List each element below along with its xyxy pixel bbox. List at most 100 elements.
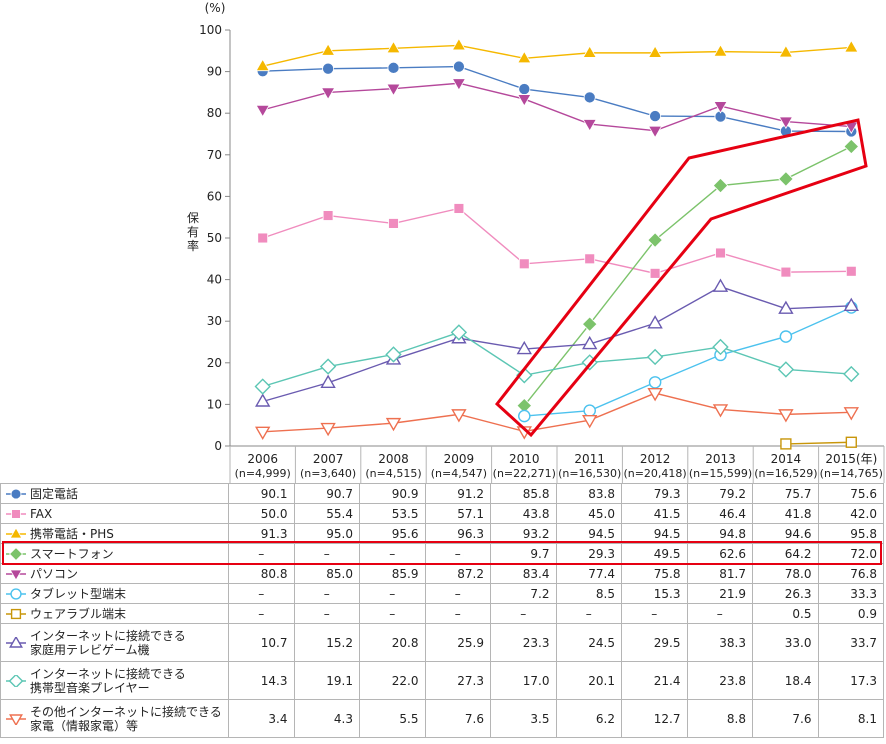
table-row: 携帯電話・PHS 91.3 95.0 95.6 96.3 93.2 94.5 94.5 94.8… [0,523,884,544]
table-cell: – [686,603,753,624]
legend-label: 固定電話 [30,486,79,501]
legend-marker [10,587,22,600]
table-cell: – [424,603,491,624]
x-tick-label-n: (n=16,530) [558,467,621,480]
data-point [647,125,663,139]
table-row: タブレット型端末 – – – –7.2 8.5 15.3 21.9 26.3 33.3 [0,583,884,604]
data-point [778,300,794,314]
series-line [262,207,852,275]
table-cell: – [293,603,360,624]
data-point [518,409,531,423]
table-cell: 17.0 [490,661,557,700]
table-cell: 20.1 [555,661,622,700]
data-point [582,335,598,350]
data-point [713,44,728,57]
table-cell: 15.2 [293,623,360,662]
legend-cell: インターネットに接続できる 携帯型音楽プレイヤー [0,661,229,700]
y-tick-label: 100 [199,23,222,37]
y-axis-label: 保有率 [187,211,199,253]
x-tick-label-year: 2008 [378,452,409,466]
table-cell: 64.2 [752,543,819,564]
data-point [844,39,859,53]
y-tick-label: 60 [207,189,222,203]
data-point [386,40,401,54]
table-cell: 17.3 [817,661,884,700]
data-point [254,378,271,395]
table-cell: 85.9 [359,563,426,584]
x-tick-label-year: 2015(年) [825,452,877,466]
table-cell: 15.3 [621,583,688,604]
table-cell: 3.4 [228,699,295,738]
x-tick-label-n: (n=14,765) [820,467,883,480]
table-cell: 75.8 [621,563,688,584]
table-cell: 21.9 [686,583,753,604]
table-cell: 12.7 [621,699,688,738]
data-point [322,210,334,221]
table-cell: 22.0 [359,661,426,700]
series-line [262,331,852,388]
data-point [388,218,399,229]
table-cell: 57.1 [424,503,491,524]
table-cell: 81.7 [686,563,753,584]
legend-label: インターネットに接続できる 家庭用テレビゲーム機 [30,628,186,657]
legend-marker [9,547,23,560]
legend-marker [9,527,23,538]
legend-marker [9,636,23,648]
x-tick-label-n: (n=22,271) [493,467,556,480]
table-cell: – [621,603,688,624]
table-cell: 94.5 [555,523,622,544]
data-point [778,44,794,58]
table-row: パソコン 80.8 85.0 85.9 87.2 83.4 77.4 75.8 81.7 78.0… [0,563,884,584]
legend-marker [10,608,22,619]
data-point [451,78,467,91]
table-row: スマートフォン – – – –9.7 29.3 49.5 62.6 64.2 72.0 [0,543,884,564]
data-point [649,268,661,279]
data-point [582,119,597,132]
data-point [583,404,596,417]
y-tick-label: 70 [207,148,222,162]
legend-marker [9,713,23,725]
series-8 [254,324,860,395]
table-cell: 19.1 [293,661,360,700]
legend-marker-icon [6,608,26,619]
y-unit-label: (%) [205,1,226,15]
table-cell: 95.8 [817,523,884,544]
data-point [647,232,663,248]
series-line [785,441,852,445]
data-point [517,94,532,107]
legend-marker [8,674,24,687]
data-point [451,37,467,51]
data-point [516,340,532,355]
y-tick-label: 90 [207,65,222,79]
data-point [387,61,400,74]
legend-marker [11,508,21,519]
table-cell: – [228,603,295,624]
series-3 [516,138,860,414]
table-cell: 26.3 [752,583,819,604]
table-cell: 20.8 [359,623,426,662]
data-point [581,316,598,332]
data-point [778,116,794,130]
table-cell: 7.2 [490,583,557,604]
data-point [647,45,663,58]
table-cell: 38.3 [686,623,753,662]
table-cell: 90.9 [359,483,426,504]
legend-cell: 固定電話 [0,483,229,504]
table-cell: 6.2 [555,699,622,738]
legend-marker-icon [6,674,26,687]
table-cell: 94.8 [686,523,753,544]
x-tick-label-year: 2009 [444,452,475,466]
table-cell: 90.1 [228,483,295,504]
table-cell: – [490,603,557,624]
table-cell: 4.3 [293,699,360,738]
data-point [647,387,663,402]
table-cell: – [424,583,491,604]
legend-marker [10,488,22,499]
y-tick-label: 50 [207,231,222,245]
data-point [649,110,662,123]
table-cell: 5.5 [359,699,426,738]
table-cell: 96.3 [424,523,491,544]
legend-marker-icon [6,547,26,560]
table-row: 固定電話 90.1 90.7 90.9 91.2 85.8 83.8 79.3 79.2 75.7… [0,483,884,504]
table-cell: 29.3 [555,543,622,564]
